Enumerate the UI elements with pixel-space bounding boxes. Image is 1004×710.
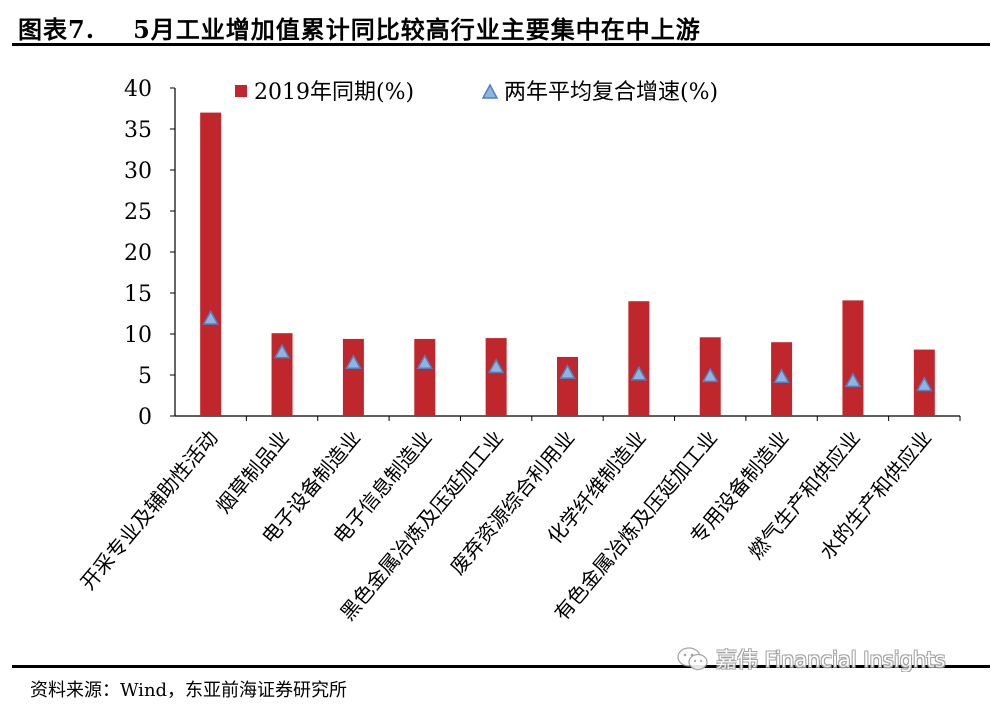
category-label: 废弃资源综合利用业 bbox=[445, 426, 579, 579]
bar bbox=[342, 338, 364, 416]
y-tick-label: 5 bbox=[138, 364, 152, 389]
y-tick-label: 15 bbox=[124, 282, 152, 307]
bar-chart: 0510152025303540开采专业及辅助性活动烟草制品业电子设备制造业电子… bbox=[76, 77, 961, 625]
bar bbox=[200, 112, 222, 416]
bar bbox=[842, 300, 864, 416]
y-tick-label: 25 bbox=[124, 200, 152, 225]
marker-triangle bbox=[630, 365, 648, 381]
marker-triangle bbox=[345, 354, 362, 370]
marker-triangle bbox=[273, 343, 291, 359]
legend-swatch-marker bbox=[481, 83, 499, 99]
y-tick-label: 0 bbox=[138, 405, 152, 430]
marker-triangle bbox=[487, 358, 505, 374]
marker-triangle bbox=[773, 368, 790, 383]
chart-title: 图表7. 5月工业增加值累计同比较高行业主要集中在中上游 bbox=[12, 10, 701, 45]
marker-triangle bbox=[844, 372, 862, 388]
bottom-rule bbox=[12, 665, 990, 668]
legend-swatch-bar bbox=[235, 85, 247, 97]
marker-triangle bbox=[701, 367, 719, 383]
watermark-text: 嘉伟 Financial Insights bbox=[716, 648, 946, 672]
source-note: 资料来源：Wind，东亚前海证券研究所 bbox=[30, 680, 348, 701]
bar bbox=[628, 301, 650, 416]
legend-label-bar: 2019年同期(%) bbox=[254, 80, 414, 105]
wechat-icon bbox=[677, 647, 708, 671]
y-tick-label: 10 bbox=[124, 323, 152, 348]
marker-triangle bbox=[202, 309, 219, 325]
y-tick-label: 35 bbox=[124, 118, 152, 143]
marker-triangle bbox=[416, 354, 434, 370]
y-tick-label: 20 bbox=[124, 241, 152, 266]
watermark: 嘉伟 Financial Insights bbox=[676, 644, 945, 674]
y-tick-label: 40 bbox=[124, 77, 152, 102]
y-tick-label: 30 bbox=[124, 159, 152, 184]
marker-triangle bbox=[559, 363, 576, 379]
bar bbox=[485, 338, 507, 416]
top-rule bbox=[12, 43, 990, 46]
marker-triangle bbox=[916, 376, 933, 392]
figure-label: 图表7. bbox=[18, 15, 96, 44]
bar bbox=[557, 356, 578, 416]
bar bbox=[414, 338, 436, 416]
legend-label-marker: 两年平均复合增速(%) bbox=[504, 80, 718, 105]
figure-title: 5月工业增加值累计同比较高行业主要集中在中上游 bbox=[133, 15, 701, 44]
category-label: 开采专业及辅助性活动 bbox=[76, 426, 223, 595]
